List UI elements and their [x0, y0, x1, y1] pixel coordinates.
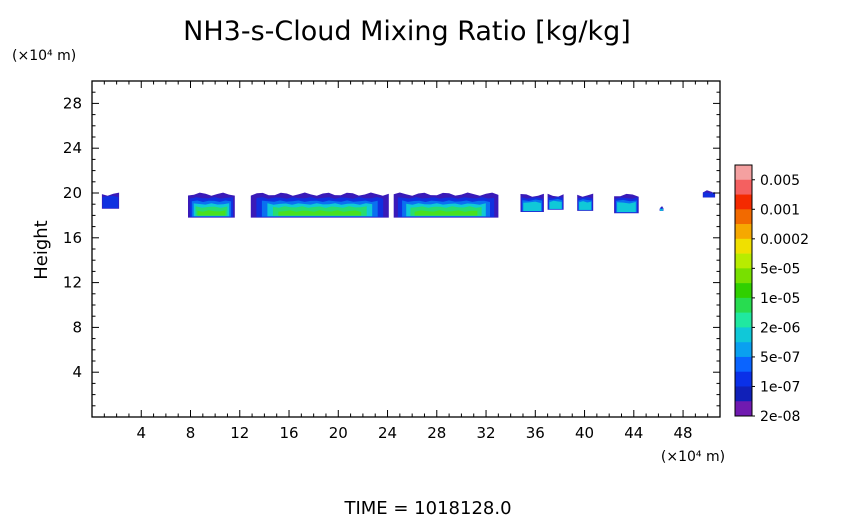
x-tick-label: 12 — [230, 424, 249, 442]
colorbar-swatch — [735, 238, 752, 254]
y-tick-label: 12 — [63, 274, 82, 292]
cloud-band — [102, 195, 119, 209]
colorbar-swatch — [735, 297, 752, 313]
cloud-band — [278, 210, 362, 216]
y-tick-label: 4 — [72, 363, 82, 381]
cloud-segment — [614, 193, 639, 214]
colorbar-label: 0.0002 — [760, 232, 809, 248]
x-tick-label: 40 — [575, 424, 594, 442]
cloud-segment — [250, 192, 389, 218]
cloud-segment — [393, 192, 499, 218]
cloud-segment — [659, 206, 664, 211]
colorbar-swatch — [735, 312, 752, 328]
y-tick-label: 20 — [63, 184, 82, 202]
colorbar-swatch — [735, 283, 752, 299]
colorbar-swatch — [735, 194, 752, 210]
colorbar-swatch — [735, 401, 752, 417]
plot-frame — [91, 80, 721, 418]
cloud-band — [617, 202, 636, 212]
y-tick-label: 16 — [63, 229, 82, 247]
cloud-band — [197, 210, 226, 216]
cloud-band — [549, 200, 562, 209]
x-tick-label: 28 — [427, 424, 446, 442]
cloud-segment — [577, 193, 594, 211]
colorbar-label: 5e-07 — [760, 350, 800, 366]
chart-title: NH3-s-Cloud Mixing Ratio [kg/kg] — [183, 16, 631, 47]
colorbar-swatch — [735, 224, 752, 240]
cloud-band — [414, 210, 478, 216]
colorbar-swatch — [735, 386, 752, 402]
colorbar-frame — [734, 164, 753, 417]
cloud-segment — [520, 193, 544, 212]
cloud-band — [660, 208, 663, 211]
cloud-segment — [547, 193, 564, 210]
x-tick-label: 24 — [378, 424, 397, 442]
x-tick-label: 20 — [329, 424, 348, 442]
colorbar-label: 1e-05 — [760, 291, 800, 307]
colorbar-label: 5e-05 — [760, 261, 800, 277]
colorbar-swatch — [735, 253, 752, 269]
cloud-band — [579, 201, 592, 210]
colorbar-label: 0.001 — [760, 202, 800, 218]
cloud-band — [523, 201, 542, 211]
x-tick-label: 4 — [136, 424, 146, 442]
cloud-segment — [702, 190, 716, 198]
x-tick-label: 16 — [279, 424, 298, 442]
x-tick-label: 36 — [526, 424, 545, 442]
colorbar-swatch — [735, 268, 752, 284]
colorbar-label: 2e-08 — [760, 409, 800, 425]
colorbar-label: 1e-07 — [760, 379, 800, 395]
x-tick-label: 8 — [186, 424, 196, 442]
y-tick-label: 28 — [63, 94, 82, 112]
colorbar: 0.005 0.001 0.0002 5e-05 1e-05 2e-06 5e-07 1e-0… — [734, 164, 809, 425]
colorbar-label: 0.005 — [760, 173, 800, 189]
colorbar-swatch — [735, 209, 752, 225]
x-unit-label: (×10⁴ m) — [661, 449, 725, 465]
time-footer: TIME = 1018128.0 — [343, 498, 511, 519]
cloud-field — [101, 190, 716, 218]
y-tick-label: 24 — [63, 139, 82, 157]
colorbar-swatch — [735, 342, 752, 358]
cloud-band — [703, 192, 715, 198]
colorbar-swatch — [735, 356, 752, 373]
colorbar-swatch — [735, 165, 752, 181]
x-tick-label: 32 — [476, 424, 495, 442]
y-axis-label: Height — [31, 220, 52, 280]
cloud-segment — [188, 192, 235, 218]
y-unit-label: (×10⁴ m) — [12, 48, 76, 64]
cloud-segment — [101, 192, 120, 209]
colorbar-label: 2e-06 — [760, 320, 800, 336]
colorbar-swatch — [735, 371, 752, 387]
y-tick-label: 8 — [72, 318, 82, 336]
x-tick-label: 44 — [624, 424, 643, 442]
colorbar-swatch — [735, 327, 752, 343]
colorbar-swatch — [735, 179, 752, 195]
x-tick-label: 48 — [674, 424, 693, 442]
